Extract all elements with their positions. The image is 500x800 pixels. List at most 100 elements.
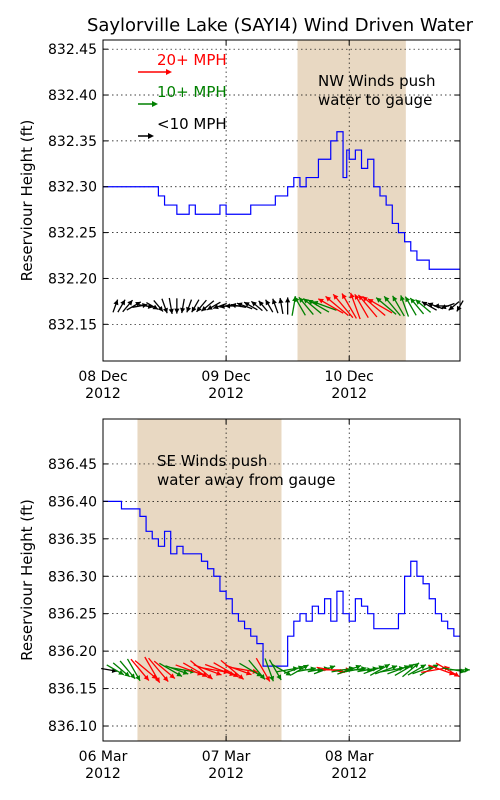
wind-arrow-head (358, 294, 364, 301)
wind-arrow (354, 293, 369, 318)
wind-arrow-head (376, 297, 382, 303)
wind-arrow (243, 301, 258, 311)
wind-arrow-head (259, 674, 265, 680)
wind-arrow-head (276, 674, 282, 680)
legend-label: 20+ MPH (157, 51, 227, 69)
legend-label: <10 MPH (157, 115, 227, 133)
chart-panel-1: 832.15 832.20 832.25 832.30 832.35 832.40 832.… (18, 39, 464, 402)
wind-arrow-shaft (148, 657, 169, 682)
wind-arrow-head (415, 299, 421, 305)
wind-arrow-head (464, 667, 470, 673)
wind-arrow-head (333, 294, 339, 300)
wind-arrow (448, 301, 460, 311)
wind-arrow-head (219, 303, 225, 309)
wind-arrow (283, 665, 304, 675)
wind-arrow (294, 296, 306, 316)
wind-arrow (271, 298, 279, 314)
x-tick-label: 2012 (85, 386, 121, 402)
x-tick-label: 07 Mar (202, 749, 251, 765)
wind-arrow (341, 293, 357, 319)
wind-arrow-head (307, 299, 314, 305)
x-tick-label: 2012 (208, 766, 244, 782)
wind-arrow (212, 302, 227, 310)
wind-arrow (394, 663, 415, 677)
wind-arrow (255, 657, 271, 682)
wind-arrow (258, 300, 268, 312)
wind-arrow (126, 301, 142, 311)
wind-arrow-head (432, 664, 439, 670)
y-tick-label: 836.25 (48, 607, 97, 623)
x-tick-label: 06 Mar (79, 749, 128, 765)
wind-arrow-head (318, 298, 324, 304)
wind-arrow-head (245, 670, 252, 676)
wind-arrow (265, 299, 274, 313)
wind-arrow (138, 303, 154, 309)
y-tick-label: 832.20 (48, 271, 97, 287)
wind-arrow (165, 665, 189, 675)
annotation-text: water to gauge (318, 91, 432, 109)
wind-arrow-head (163, 307, 168, 314)
wind-arrow (415, 299, 432, 313)
wind-arrow-head (244, 302, 250, 307)
wind-arrow (144, 656, 161, 684)
wind-arrow (250, 300, 263, 312)
wind-arrow-head (312, 300, 319, 306)
wind-arrow (421, 301, 437, 311)
wind-arrow-head (384, 296, 390, 302)
wind-arrow (383, 295, 401, 317)
wind-arrow-head (236, 302, 243, 308)
wind-arrow (291, 664, 309, 676)
wind-arrow (168, 297, 174, 315)
wind-arrow (271, 663, 292, 677)
wind-arrow-head (271, 298, 277, 305)
y-tick-label: 836.30 (48, 569, 97, 585)
y-tick-label: 836.45 (48, 457, 97, 473)
wind-arrow-head (232, 672, 239, 678)
wind-arrow-head (169, 673, 175, 679)
wind-arrow (363, 665, 385, 675)
wind-arrow-head (127, 300, 133, 306)
wind-arrow (220, 659, 245, 680)
wind-arrow (130, 658, 150, 681)
wind-arrow (180, 298, 186, 314)
legend-label: 10+ MPH (157, 83, 227, 101)
water-level-line (103, 131, 460, 270)
wind-arrow (230, 302, 247, 309)
wind-arrow-head (201, 305, 207, 312)
wind-arrow-head (391, 665, 398, 671)
wind-arrow-head (453, 671, 460, 677)
wind-arrow-head (427, 302, 434, 308)
wind-arrow-head (297, 665, 304, 671)
wind-arrow-head (265, 299, 271, 306)
legend-item: <10 MPH (138, 115, 227, 139)
wind-arrow (213, 662, 239, 678)
wind-arrow (392, 295, 405, 317)
wind-arrow-head (413, 662, 420, 669)
wind-arrow (374, 665, 398, 675)
wind-arrow-head (207, 673, 213, 680)
wind-arrow-head (269, 675, 275, 682)
wind-arrow (161, 298, 168, 314)
wind-arrow-head (410, 298, 416, 304)
wind-arrow (101, 667, 118, 673)
wind-arrow-head (151, 673, 158, 680)
wind-arrow-head (329, 665, 336, 671)
wind-arrow-head (182, 669, 189, 675)
y-tick-label: 832.30 (48, 180, 97, 196)
wind-arrow-head (196, 306, 202, 312)
annotation-text: NW Winds push (318, 72, 435, 90)
wind-arrow (349, 292, 361, 320)
x-tick-label: 08 Mar (325, 749, 374, 765)
wind-arrow-head (129, 673, 136, 679)
wind-arrow-head (325, 296, 332, 302)
wind-arrow-head (285, 297, 291, 303)
wind-arrow-head (302, 664, 309, 670)
wind-arrow (191, 299, 200, 313)
wind-arrow (117, 299, 126, 313)
wind-arrow-head (278, 297, 284, 304)
wind-arrow-head (420, 664, 426, 670)
wind-arrow (106, 664, 125, 676)
chart-panel-2: 836.10 836.15 836.20 836.25 836.30 836.35 836.… (18, 418, 470, 782)
wind-arrow (369, 663, 391, 677)
